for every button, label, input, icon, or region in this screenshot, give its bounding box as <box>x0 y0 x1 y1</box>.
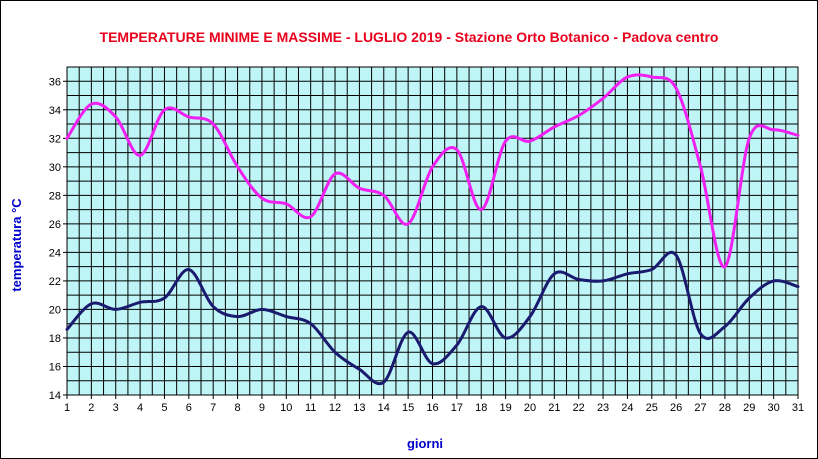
series-lines <box>65 73 800 386</box>
x-tick-label: 5 <box>161 402 167 414</box>
y-tick-label: 30 <box>49 162 61 174</box>
x-tick-label: 14 <box>378 402 390 414</box>
grid-vertical <box>66 67 799 395</box>
x-tick-label: 27 <box>694 402 706 414</box>
x-tick-label: 18 <box>475 402 487 414</box>
y-tick-labels: 14 16 18 20 22 24 26 28 30 32 34 36 <box>49 76 67 402</box>
x-tick-labels: 1 2 3 4 5 6 7 8 9 10 11 12 13 14 15 16 17 18 19 20 21 22 23 24 2… <box>64 395 804 414</box>
y-tick-label: 24 <box>49 247 61 259</box>
x-tick-label: 2 <box>88 402 94 414</box>
x-tick-label: 3 <box>113 402 119 414</box>
x-tick-label: 16 <box>426 402 438 414</box>
x-tick-label: 29 <box>743 402 755 414</box>
x-tick-label: 17 <box>451 402 463 414</box>
x-tick-label: 12 <box>329 402 341 414</box>
x-tick-label: 24 <box>621 402 633 414</box>
y-tick-label: 32 <box>49 133 61 145</box>
tmax-line <box>65 73 800 269</box>
x-tick-label: 31 <box>792 402 804 414</box>
x-tick-label: 11 <box>305 402 316 414</box>
x-tick-label: 20 <box>524 402 536 414</box>
x-tick-label: 26 <box>670 402 682 414</box>
x-axis-label: giorni <box>407 436 443 451</box>
x-tick-label: 9 <box>259 402 265 414</box>
y-tick-label: 26 <box>49 219 61 231</box>
x-tick-label: 28 <box>719 402 731 414</box>
x-tick-label: 19 <box>499 402 511 414</box>
x-tick-label: 23 <box>597 402 609 414</box>
y-tick-label: 16 <box>49 361 61 373</box>
chart-title: TEMPERATURE MINIME E MASSIME - LUGLIO 20… <box>100 29 719 45</box>
y-tick-label: 36 <box>49 76 61 88</box>
x-tick-label: 1 <box>64 402 70 414</box>
y-tick-label: 14 <box>49 390 61 402</box>
y-tick-label: 18 <box>49 333 61 345</box>
x-tick-label: 13 <box>353 402 365 414</box>
x-tick-label: 25 <box>646 402 658 414</box>
x-tick-label: 7 <box>210 402 216 414</box>
x-tick-label: 8 <box>235 402 241 414</box>
x-tick-label: 4 <box>137 402 143 414</box>
x-tick-label: 6 <box>186 402 192 414</box>
y-tick-label: 22 <box>49 276 61 288</box>
x-tick-label: 22 <box>573 402 585 414</box>
x-tick-label: 15 <box>402 402 414 414</box>
tmin-line <box>65 251 800 386</box>
x-tick-label: 10 <box>280 402 292 414</box>
y-axis-label: temperatura °C <box>9 198 24 292</box>
x-tick-label: 30 <box>768 402 780 414</box>
y-tick-label: 20 <box>49 304 61 316</box>
y-tick-label: 28 <box>49 190 61 202</box>
y-tick-label: 34 <box>49 105 61 117</box>
x-tick-label: 21 <box>548 402 560 414</box>
